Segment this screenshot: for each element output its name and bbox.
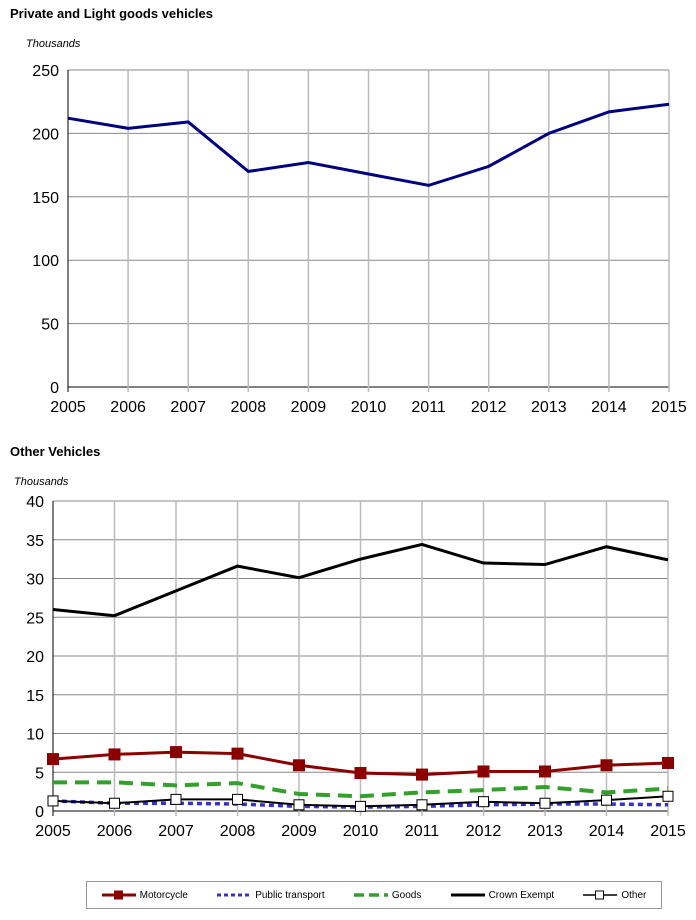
y-tick-label: 20 [26,649,44,666]
point-other [416,799,428,811]
point-other [539,797,551,809]
x-tick-label: 2007 [158,823,194,840]
y-tick-label: 15 [26,688,44,705]
legend-label: Other [621,889,647,901]
y-tick-label: 100 [32,253,59,270]
x-tick-label: 2015 [651,399,687,416]
y-tick-label: 200 [32,126,59,143]
legend-swatch-goods [353,893,388,897]
x-tick-label: 2010 [351,399,387,416]
x-tick-label: 2011 [411,399,446,416]
legend-label: Public transport [255,889,325,901]
x-tick-label: 2007 [170,399,206,416]
x-tick-label: 2008 [231,399,267,416]
point-other [355,800,366,812]
point-motorcycle [539,765,551,778]
chart2-legend: Motorcycle Public transport Goods Crown … [86,881,662,909]
legend-swatch-public-transport [217,893,252,897]
legend-item: Motorcycle [101,889,188,901]
y-tick-label: 40 [26,494,44,511]
series-line-goods [53,780,669,799]
chart2-ylabel: Thousands [14,476,69,488]
y-tick-label: 25 [26,610,44,627]
chart1-ylabel: Thousands [26,38,81,50]
legend-swatch-other [583,890,618,900]
point-other [293,799,305,811]
x-tick-label: 2006 [110,399,146,416]
x-tick-label: 2005 [50,399,86,416]
chart1-title: Private and Light goods vehicles [10,6,213,21]
chart2-title: Other Vehicles [10,444,101,459]
point-motorcycle [477,765,490,778]
legend-label: Crown Exempt [488,889,555,901]
series-line-crown-exempt [52,542,669,618]
point-motorcycle [231,747,244,760]
legend-item: Public transport [217,889,325,901]
x-tick-label: 2008 [220,823,256,840]
legend-item: Goods [353,889,422,901]
x-tick-label: 2009 [291,399,327,416]
x-tick-label: 2014 [589,823,625,840]
series-line-series [67,102,670,187]
point-motorcycle [170,746,182,759]
point-other [170,793,182,805]
y-tick-label: 150 [32,190,59,207]
x-tick-label: 2006 [97,823,133,840]
x-tick-label: 2012 [466,823,502,840]
legend-item: Crown Exempt [450,889,555,901]
point-motorcycle [108,748,121,761]
y-tick-label: 30 [26,572,44,589]
y-tick-label: 50 [41,317,59,334]
legend-item: Other [583,890,646,901]
x-tick-label: 2013 [531,399,567,416]
x-tick-label: 2015 [650,823,686,840]
legend-label: Goods [391,889,422,901]
point-motorcycle [600,759,613,772]
point-other [478,796,489,808]
point-other [601,794,612,806]
x-tick-label: 2011 [405,823,440,840]
point-other [662,790,674,802]
point-other [232,793,243,805]
y-tick-label: 250 [32,63,59,80]
legend-label: Motorcycle [139,889,188,901]
y-tick-label: 5 [35,765,44,782]
x-tick-label: 2012 [471,399,507,416]
point-motorcycle [354,767,367,780]
y-tick-label: 35 [26,533,44,550]
y-tick-label: 0 [50,380,59,397]
point-motorcycle [416,768,428,781]
legend-swatch-motorcycle [101,890,136,900]
y-tick-label: 0 [35,804,44,821]
point-motorcycle [293,759,305,772]
x-tick-label: 2013 [527,823,563,840]
y-tick-label: 10 [26,727,44,744]
x-tick-label: 2009 [281,823,317,840]
point-other [109,797,120,809]
legend-swatch-crown-exempt [450,893,485,897]
x-tick-label: 2010 [343,823,379,840]
point-motorcycle [662,756,674,769]
point-motorcycle [47,753,59,766]
x-tick-label: 2005 [35,823,71,840]
point-other [47,795,59,807]
x-tick-label: 2014 [591,399,627,416]
